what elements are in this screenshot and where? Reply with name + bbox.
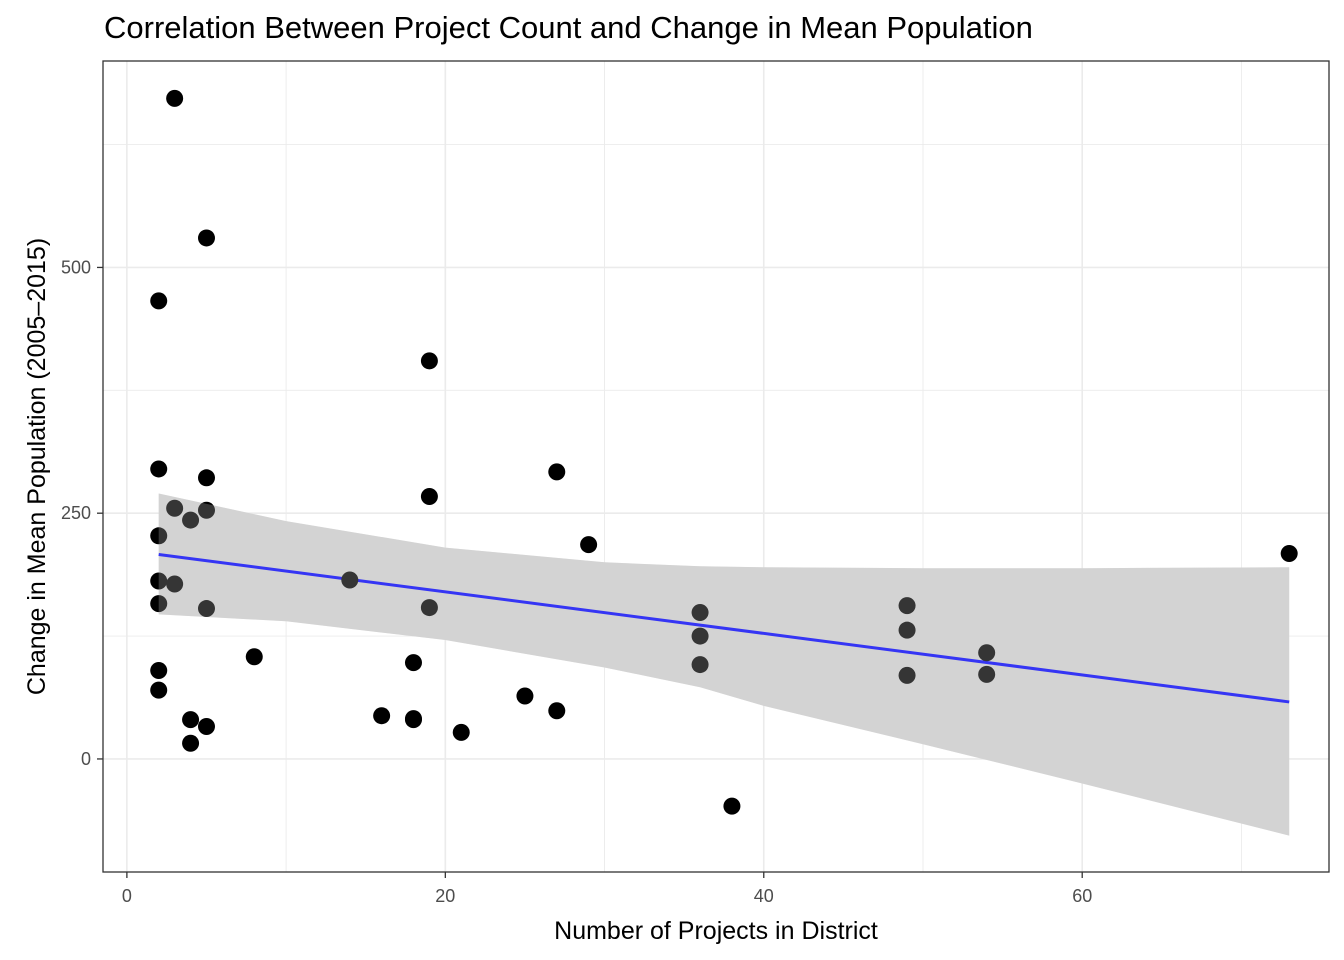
data-point [150,572,168,590]
data-point [978,644,996,662]
data-point [548,463,566,481]
data-point [898,666,916,684]
plot-border [102,60,1330,873]
data-point [150,681,168,699]
x-tick-label: 0 [122,886,132,906]
data-point [197,469,215,487]
data-point [150,527,168,545]
data-point [245,648,263,666]
confidence-band [158,493,1290,836]
data-point [548,702,566,720]
data-point [978,665,996,683]
data-points [150,89,1298,836]
data-point [404,711,422,729]
y-tick-label: 500 [61,257,91,277]
data-point [150,292,168,310]
data-point [341,571,359,589]
x-tick-label: 60 [1072,886,1092,906]
data-point [420,599,438,617]
data-point [166,499,184,517]
data-point [580,536,598,554]
data-point [150,460,168,478]
data-point [150,661,168,679]
x-tick-label: 20 [435,886,455,906]
data-point [182,511,200,529]
x-axis-title: Number of Projects in District [554,917,878,945]
data-point [452,723,470,741]
data-point [898,621,916,639]
panel-border [102,60,1330,873]
y-axis-title: Change in Mean Population (2005–2015) [23,238,51,695]
data-point [373,707,391,725]
chart-title: Correlation Between Project Count and Ch… [104,10,1033,45]
data-point [182,734,200,752]
data-point [166,89,184,107]
data-point [197,600,215,618]
data-point [691,656,709,674]
data-point [197,718,215,736]
y-tick-label: 0 [81,749,91,769]
data-point [420,352,438,370]
data-point [723,797,741,815]
confidence-band-area [158,493,1290,836]
x-tick-label: 40 [754,886,774,906]
data-point [182,711,200,729]
data-point [691,627,709,645]
data-point [516,687,534,705]
data-point [166,575,184,593]
data-point [150,595,168,613]
data-point [197,501,215,519]
data-point [691,603,709,621]
data-point [420,487,438,505]
data-point [1280,544,1298,562]
data-point [404,654,422,672]
data-point [898,597,916,615]
data-point [197,229,215,247]
confidence-band-overlay [158,493,1290,836]
axis-ticks: 0 20 40 60 0 250 500 [61,257,1092,906]
y-tick-label: 250 [61,503,91,523]
